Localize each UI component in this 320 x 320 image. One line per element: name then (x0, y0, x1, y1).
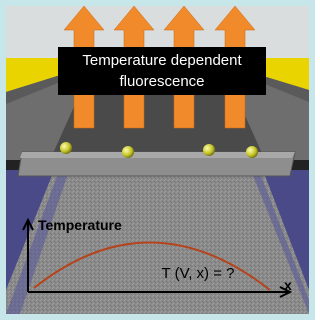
x-axis-label: x (284, 277, 292, 293)
label-line: Temperature dependent (82, 52, 242, 69)
label-line: fluorescence (119, 73, 204, 90)
particle (203, 144, 215, 156)
y-axis-label: Temperature (38, 217, 122, 233)
equation: T (V, x) = ? (162, 265, 235, 282)
particle (60, 142, 72, 154)
particle (122, 146, 134, 158)
particle (246, 146, 258, 158)
illustration: Temperature dependent fluorescence Tempe… (0, 0, 315, 320)
